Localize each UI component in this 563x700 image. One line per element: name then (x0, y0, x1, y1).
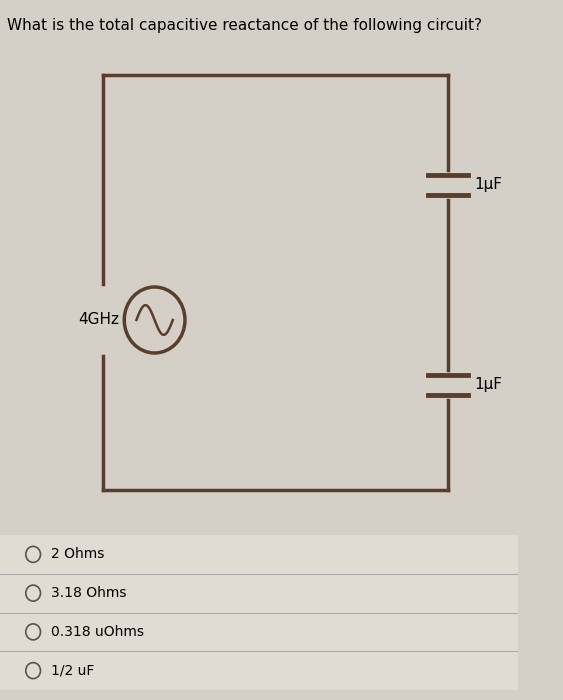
Text: 1μF: 1μF (474, 377, 502, 393)
Text: 0.318 uOhms: 0.318 uOhms (51, 625, 144, 639)
Text: 2 Ohms: 2 Ohms (51, 547, 104, 561)
Text: 3.18 Ohms: 3.18 Ohms (51, 586, 126, 600)
FancyBboxPatch shape (0, 535, 518, 690)
Text: 4GHz: 4GHz (79, 312, 120, 328)
Text: What is the total capacitive reactance of the following circuit?: What is the total capacitive reactance o… (7, 18, 482, 33)
Text: 1/2 uF: 1/2 uF (51, 664, 94, 678)
Text: 1μF: 1μF (474, 178, 502, 193)
